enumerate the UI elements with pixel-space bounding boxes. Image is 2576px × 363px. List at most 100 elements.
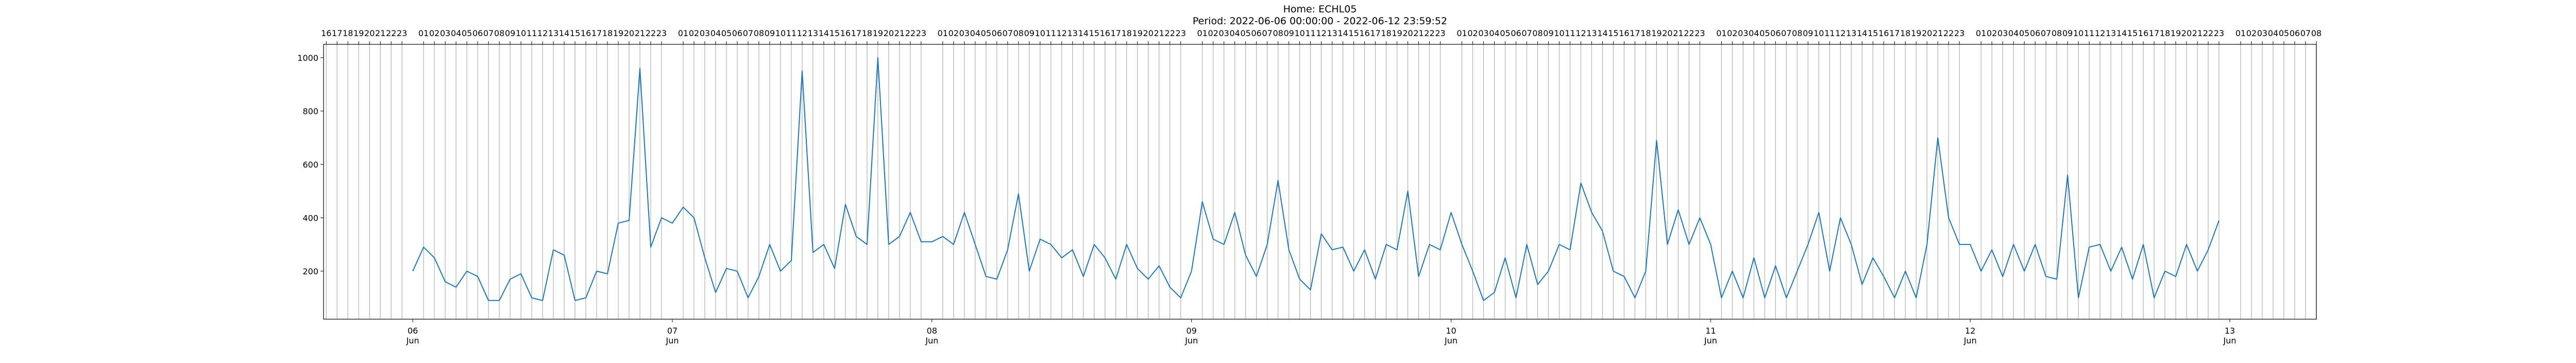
x2-tick-label: 13 [2106, 28, 2116, 38]
x2-tick-label: 13 [548, 28, 558, 38]
x2-tick-label: 19 [2171, 28, 2181, 38]
x2-tick-label: 18 [343, 28, 353, 38]
x2-tick-label: 13 [1846, 28, 1856, 38]
x2-tick-label: 17 [1111, 28, 1121, 38]
x2-tick-label: 08 [1792, 28, 1802, 38]
x2-tick-label: 01 [418, 28, 429, 38]
x2-tick-label: 12 [1316, 28, 1326, 38]
x2-tick-label: 18 [1381, 28, 1391, 38]
x2-tick-label: 21 [894, 28, 905, 38]
x2-tick-label: 20 [1143, 28, 1154, 38]
x2-tick-label: 07 [1262, 28, 1272, 38]
x2-tick-label: 16 [1619, 28, 1629, 38]
x2-tick-label: 11 [1046, 28, 1056, 38]
x2-tick-label: 14 [2116, 28, 2127, 38]
x2-tick-label: 01 [938, 28, 948, 38]
x2-tick-label: 02 [429, 28, 439, 38]
x2-tick-label: 06 [992, 28, 1002, 38]
x2-tick-label: 18 [602, 28, 613, 38]
x2-tick-label: 15 [829, 28, 840, 38]
x2-tick-label: 08 [1532, 28, 1543, 38]
x2-tick-label: 16 [1878, 28, 1889, 38]
x2-tick-label: 05 [2019, 28, 2029, 38]
x2-tick-label: 15 [570, 28, 580, 38]
x2-tick-label: 11 [1305, 28, 1315, 38]
x2-tick-label: 20 [1662, 28, 1672, 38]
chart-title: Home: ECHL05 [1283, 4, 1357, 15]
x2-tick-label: 01 [1456, 28, 1467, 38]
x2-tick-label: 02 [1467, 28, 1478, 38]
x2-tick-label: 21 [1413, 28, 1423, 38]
x2-tick-label: 08 [1273, 28, 1283, 38]
x2-tick-label: 03 [700, 28, 710, 38]
x2-tick-label: 09 [1283, 28, 1294, 38]
x-tick-label: 12 Jun [1963, 326, 1977, 345]
x2-tick-label: 12 [1575, 28, 1586, 38]
x2-tick-label: 06 [1511, 28, 1521, 38]
x2-tick-label: 14 [819, 28, 829, 38]
x2-tick-label: 05 [1759, 28, 1770, 38]
x2-tick-label: 16 [1359, 28, 1369, 38]
x2-tick-label: 23 [656, 28, 667, 38]
x2-tick-label: 04 [970, 28, 980, 38]
x2-tick-label: 22 [1424, 28, 1434, 38]
x2-tick-label: 20 [364, 28, 375, 38]
x2-tick-label: 19 [613, 28, 623, 38]
x2-tick-label: 19 [1132, 28, 1143, 38]
x2-tick-label: 10 [516, 28, 526, 38]
x2-tick-label: 03 [1478, 28, 1488, 38]
x2-tick-label: 04 [451, 28, 461, 38]
x2-tick-label: 11 [1824, 28, 1835, 38]
x2-tick-label: 09 [765, 28, 775, 38]
x2-tick-label: 01 [1716, 28, 1726, 38]
x2-tick-label: 04 [1229, 28, 1240, 38]
x2-tick-label: 19 [353, 28, 364, 38]
x2-tick-label: 01 [2235, 28, 2246, 38]
x2-tick-label: 08 [494, 28, 504, 38]
x2-tick-label: 15 [1089, 28, 1099, 38]
x2-tick-label: 10 [1814, 28, 1824, 38]
x2-tick-label: 23 [916, 28, 926, 38]
x2-tick-label: 16 [321, 28, 331, 38]
x2-tick-label: 06 [1251, 28, 1261, 38]
x2-tick-label: 18 [1640, 28, 1651, 38]
x2-tick-label: 06 [2030, 28, 2040, 38]
x2-tick-label: 23 [1694, 28, 1705, 38]
x2-tick-label: 01 [1197, 28, 1208, 38]
x2-tick-label: 12 [797, 28, 807, 38]
x2-tick-label: 23 [397, 28, 407, 38]
x2-tick-label: 02 [1727, 28, 1737, 38]
x2-tick-label: 19 [1392, 28, 1402, 38]
x2-tick-label: 11 [527, 28, 537, 38]
x-tick-label: 10 Jun [1445, 326, 1458, 345]
x2-tick-label: 06 [2290, 28, 2300, 38]
x2-tick-label: 19 [1911, 28, 1921, 38]
x-tick-label: 07 Jun [666, 326, 679, 345]
x2-tick-label: 02 [1987, 28, 1997, 38]
x2-tick-label: 09 [1024, 28, 1035, 38]
x2-tick-label: 03 [1997, 28, 2008, 38]
x2-tick-label: 21 [635, 28, 645, 38]
x2-tick-label: 10 [1035, 28, 1045, 38]
x2-tick-label: 11 [786, 28, 796, 38]
x2-tick-label: 07 [2300, 28, 2311, 38]
y-tick-label: 800 [302, 106, 318, 116]
x2-tick-label: 08 [2311, 28, 2321, 38]
x2-tick-label: 07 [483, 28, 494, 38]
x2-tick-label: 03 [440, 28, 450, 38]
x2-tick-label: 04 [1489, 28, 1499, 38]
x2-tick-label: 17 [591, 28, 602, 38]
x2-tick-label: 19 [873, 28, 883, 38]
x2-tick-label: 10 [1554, 28, 1564, 38]
x2-tick-label: 10 [775, 28, 786, 38]
x2-tick-label: 02 [689, 28, 699, 38]
x2-tick-label: 23 [2214, 28, 2224, 38]
x2-tick-label: 05 [462, 28, 472, 38]
x2-tick-label: 05 [2279, 28, 2289, 38]
x2-tick-label: 17 [1370, 28, 1380, 38]
x2-tick-label: 15 [2127, 28, 2138, 38]
y-tick-label: 200 [302, 267, 318, 276]
x2-tick-label: 08 [2052, 28, 2062, 38]
x2-tick-label: 16 [581, 28, 591, 38]
